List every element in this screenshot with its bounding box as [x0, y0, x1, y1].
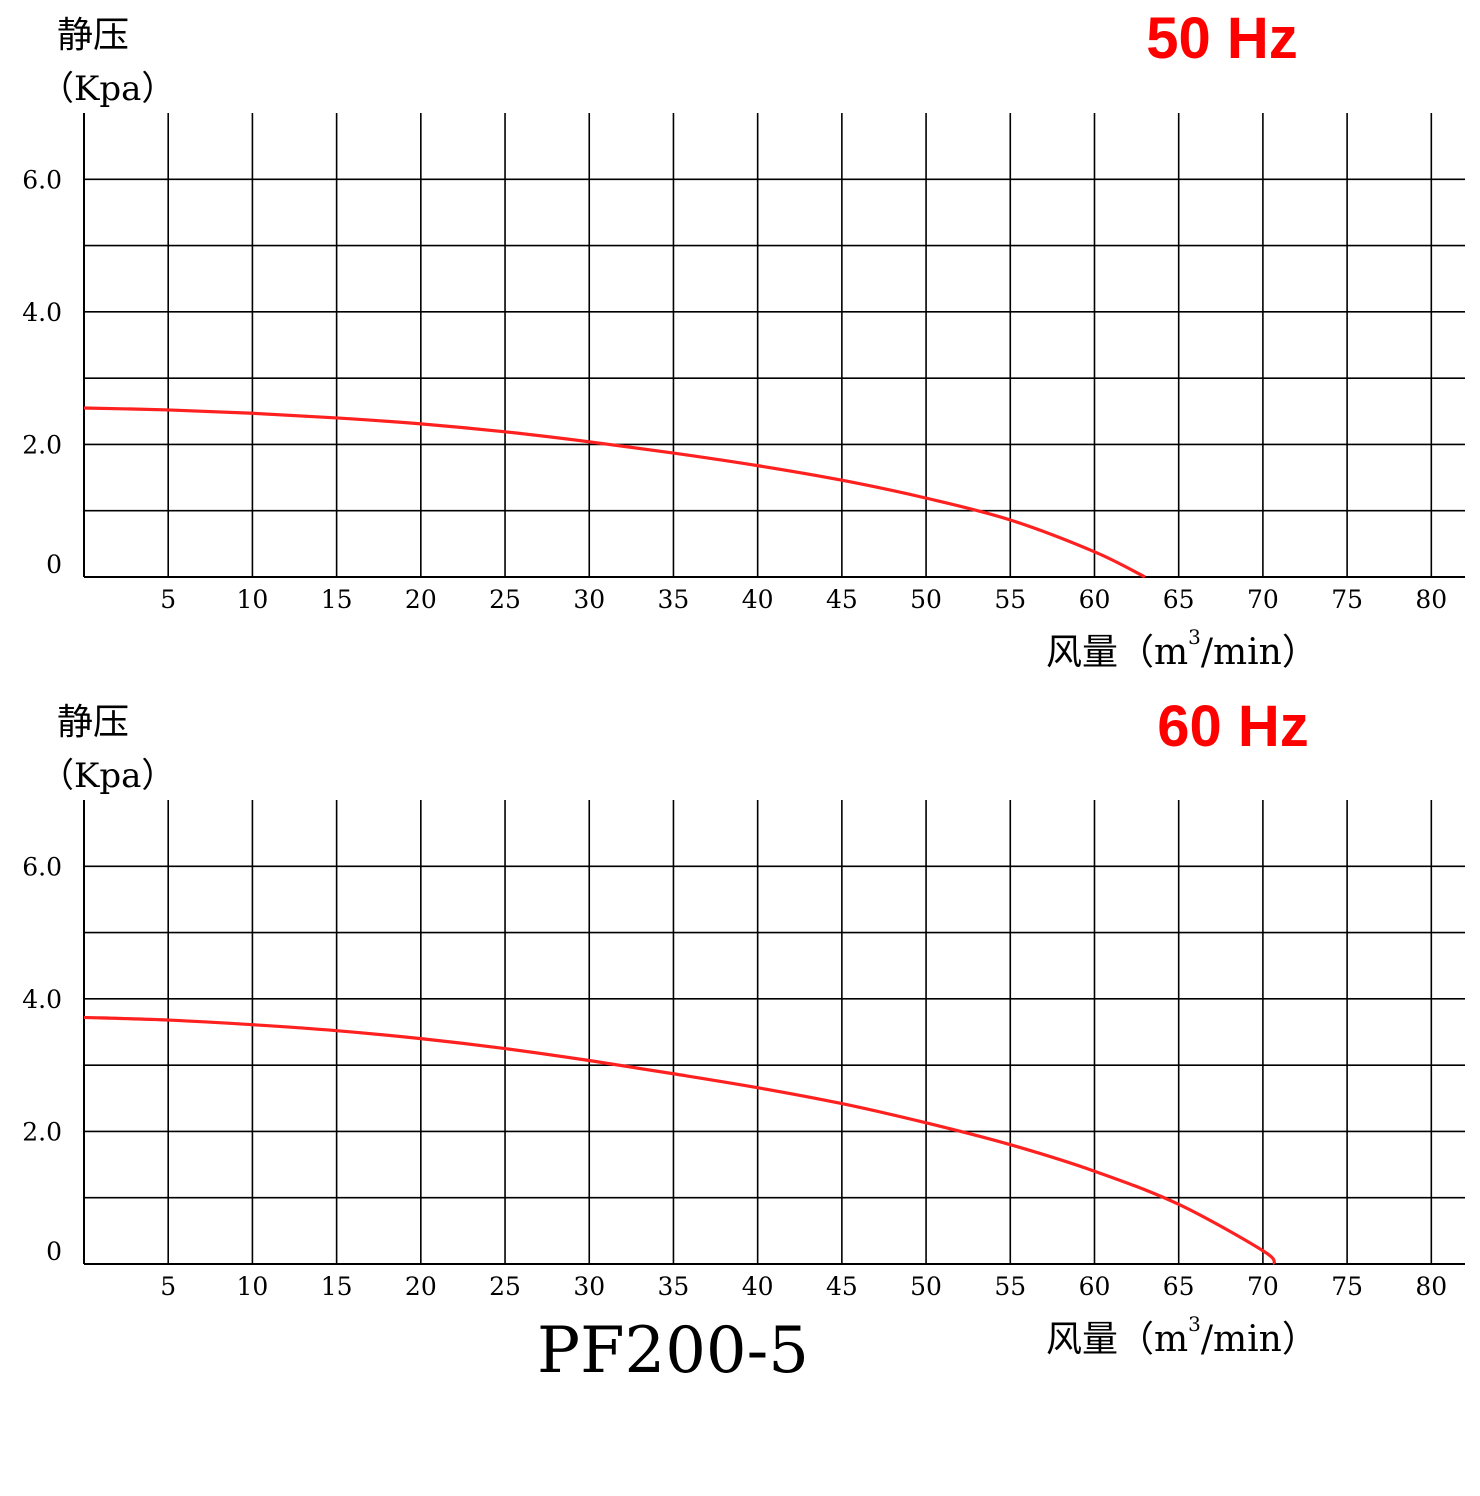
x-tick-label: 75 [1331, 1272, 1363, 1301]
x-tick-label: 50 [910, 585, 942, 614]
x-tick-label: 20 [405, 1272, 437, 1301]
x-tick-label: 80 [1415, 585, 1447, 614]
x-axis-label: 风量（m3/min） [1046, 625, 1318, 673]
x-tick-label: 60 [1079, 1272, 1111, 1301]
y-tick-label: 6.0 [22, 165, 62, 194]
x-tick-label: 40 [742, 1272, 774, 1301]
x-tick-label: 60 [1079, 585, 1111, 614]
frequency-title: 60 Hz [1157, 694, 1309, 759]
x-tick-label: 70 [1247, 585, 1279, 614]
x-tick-label: 15 [321, 585, 353, 614]
x-tick-label: 20 [405, 585, 437, 614]
x-tick-label: 65 [1163, 1272, 1195, 1301]
performance-curve [83, 1015, 1277, 1266]
x-tick-label: 35 [658, 1272, 690, 1301]
x-tick-label: 45 [826, 585, 858, 614]
model-label: PF200-5 [537, 1314, 809, 1388]
x-tick-label: 25 [489, 585, 521, 614]
x-tick-label: 5 [160, 1272, 176, 1301]
x-axis-label: 风量（m3/min） [1046, 1312, 1318, 1360]
chart-50hz: 5 10 15 20 25 30 35 40 45 50 55 60 65 70 75 80 0 2.0 4.0 6.… [22, 6, 1465, 673]
x-tick-label: 25 [489, 1272, 521, 1301]
x-tick-label: 50 [910, 1272, 942, 1301]
y-tick-label: 6.0 [22, 852, 62, 881]
x-tick-label: 80 [1415, 1272, 1447, 1301]
y-axis-label: 静压 [57, 15, 129, 56]
x-tick-label: 15 [321, 1272, 353, 1301]
x-tick-label: 10 [237, 585, 269, 614]
x-tick-label: 40 [742, 585, 774, 614]
performance-curve [83, 406, 1146, 579]
y-tick-label: 2.0 [22, 1117, 62, 1146]
x-tick-label: 30 [573, 585, 605, 614]
x-tick-label: 55 [994, 1272, 1026, 1301]
x-tick-label: 45 [826, 1272, 858, 1301]
chart-60hz: 5 10 15 20 25 30 35 40 45 50 55 60 65 70 75 80 0 2.0 4.0 6.… [22, 694, 1465, 1360]
y-axis-unit: （Kpa） [40, 69, 175, 109]
x-tick-label: 30 [573, 1272, 605, 1301]
x-tick-label: 10 [237, 1272, 269, 1301]
frequency-title: 50 Hz [1146, 6, 1298, 71]
y-axis-unit: （Kpa） [40, 756, 175, 796]
x-tick-label: 75 [1331, 585, 1363, 614]
x-tick-label: 5 [160, 585, 176, 614]
y-tick-label: 0 [46, 1237, 62, 1266]
y-tick-label: 0 [46, 550, 62, 579]
y-tick-label: 2.0 [22, 430, 62, 459]
x-tick-label: 70 [1247, 1272, 1279, 1301]
y-axis-label: 静压 [57, 702, 129, 743]
x-tick-label: 65 [1163, 585, 1195, 614]
y-tick-label: 4.0 [22, 985, 62, 1014]
y-tick-label: 4.0 [22, 298, 62, 327]
x-tick-label: 35 [658, 585, 690, 614]
x-tick-label: 55 [994, 585, 1026, 614]
